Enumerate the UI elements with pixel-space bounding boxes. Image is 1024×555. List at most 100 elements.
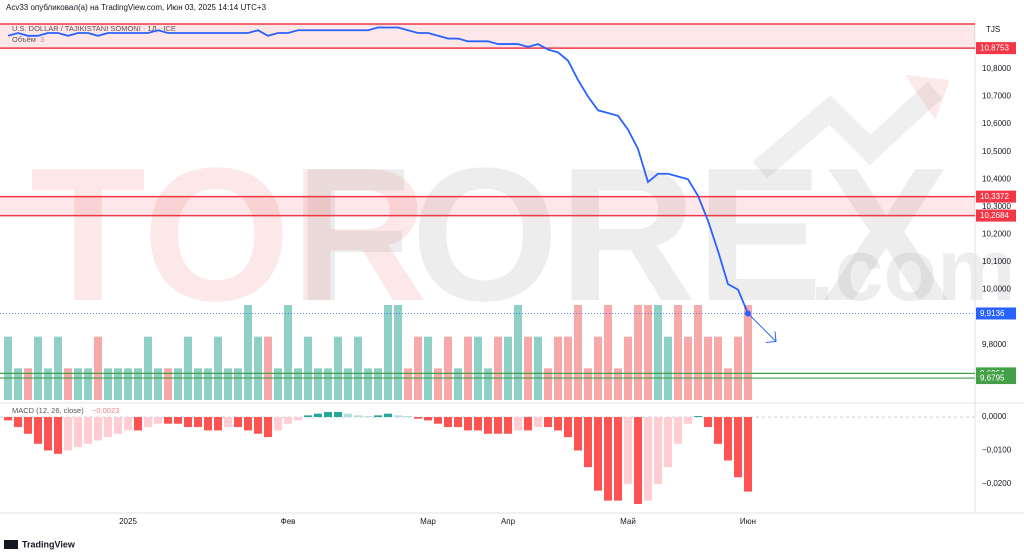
volume-bar <box>674 305 682 400</box>
volume-bar <box>274 368 282 400</box>
macd-bar <box>514 417 522 431</box>
volume-bar <box>534 336 542 400</box>
macd-bar <box>4 417 12 421</box>
macd-bar <box>354 415 362 418</box>
y-tick-label: 10,4000 <box>982 174 1011 183</box>
macd-bar <box>94 417 102 441</box>
volume-bar <box>624 336 632 400</box>
macd-bar <box>674 417 682 444</box>
level-label: 10,3372 <box>980 192 1009 201</box>
macd-bar <box>654 417 662 484</box>
logo-icon <box>4 540 18 549</box>
symbol-title: U.S. DOLLAR / TAJIKISTANI SOMONI · 1Д · … <box>12 24 176 33</box>
y-tick-label: 10,1000 <box>982 257 1011 266</box>
volume-bar <box>154 368 162 400</box>
volume-bar <box>404 368 412 400</box>
volume-bar <box>414 336 422 400</box>
volume-bar <box>734 336 742 400</box>
volume-bar <box>644 305 652 400</box>
macd-bar <box>294 417 302 421</box>
volume-bar <box>284 305 292 400</box>
volume-bar <box>494 336 502 400</box>
volume-bar <box>694 305 702 400</box>
macd-bar <box>234 417 242 428</box>
macd-bar <box>434 417 442 424</box>
volume-bar <box>454 368 462 400</box>
watermark: .com <box>810 220 1015 319</box>
macd-bar <box>564 417 572 438</box>
volume-bar <box>684 336 692 400</box>
x-tick-label: Апр <box>501 517 516 526</box>
volume-bar <box>514 305 522 400</box>
watermark: TOR <box>30 129 428 341</box>
macd-bar <box>594 417 602 491</box>
volume-bar <box>444 336 452 400</box>
macd-bar <box>14 417 22 428</box>
macd-bar <box>264 417 272 438</box>
footer-logo[interactable]: TradingView <box>22 539 76 549</box>
macd-tick-label: −0,0200 <box>982 479 1012 488</box>
macd-bar <box>634 417 642 504</box>
macd-bar <box>124 417 132 431</box>
y-tick-label: 10,2000 <box>982 230 1011 239</box>
volume-bar <box>84 368 92 400</box>
macd-bar <box>494 417 502 434</box>
support-label-box <box>976 372 1016 385</box>
volume-bar <box>64 368 72 400</box>
volume-bar <box>14 368 22 400</box>
volume-bar <box>654 305 662 400</box>
y-tick-label: 9,8000 <box>982 340 1007 349</box>
volume-bar <box>614 368 622 400</box>
volume-bar <box>584 368 592 400</box>
volume-bar <box>504 336 512 400</box>
watermark-arrow <box>752 81 943 179</box>
volume-bar <box>634 305 642 400</box>
volume-bar <box>574 305 582 400</box>
macd-bar <box>244 417 252 431</box>
macd-bar <box>624 417 632 484</box>
volume-bar <box>234 368 242 400</box>
last-price-label: 9,9136 <box>980 309 1005 318</box>
volume-bar <box>264 336 272 400</box>
volume-bar <box>194 368 202 400</box>
macd-bar <box>554 417 562 431</box>
macd-bar <box>584 417 592 468</box>
volume-bar <box>74 368 82 400</box>
y-tick-label: 10,7000 <box>982 92 1011 101</box>
volume-bar <box>324 368 332 400</box>
macd-bar <box>694 416 702 418</box>
y-tick-label: 10,8000 <box>982 64 1011 73</box>
volume-bar <box>744 305 752 400</box>
currency: TJS <box>986 25 1000 34</box>
volume-bar <box>344 368 352 400</box>
volume-bar <box>474 336 482 400</box>
price-line <box>7 26 749 314</box>
volume-bar <box>554 336 562 400</box>
macd-bar <box>384 413 392 418</box>
macd-bar <box>174 417 182 424</box>
macd-bar <box>84 417 92 444</box>
macd-bar <box>414 417 422 419</box>
header: Acv33 опубликовал(а) на TradingView.com,… <box>6 3 267 12</box>
macd-bar <box>744 417 752 492</box>
macd-bar <box>544 417 552 428</box>
macd-bar <box>644 417 652 501</box>
x-tick-label: Май <box>620 517 636 526</box>
macd-bar <box>534 417 542 428</box>
macd-bar <box>114 417 122 434</box>
macd-bar <box>154 417 162 424</box>
zone <box>0 196 975 216</box>
volume-bar <box>724 368 732 400</box>
macd-bar <box>504 417 512 434</box>
volume-bar <box>204 368 212 400</box>
volume-bar <box>374 368 382 400</box>
macd-bar <box>684 417 692 424</box>
x-tick-label: Мар <box>420 517 436 526</box>
volume-bar <box>664 336 672 400</box>
volume-bar <box>104 368 112 400</box>
macd-bar <box>334 412 342 418</box>
volume-last: 3 <box>40 35 44 44</box>
x-tick-label: Фев <box>281 517 296 526</box>
